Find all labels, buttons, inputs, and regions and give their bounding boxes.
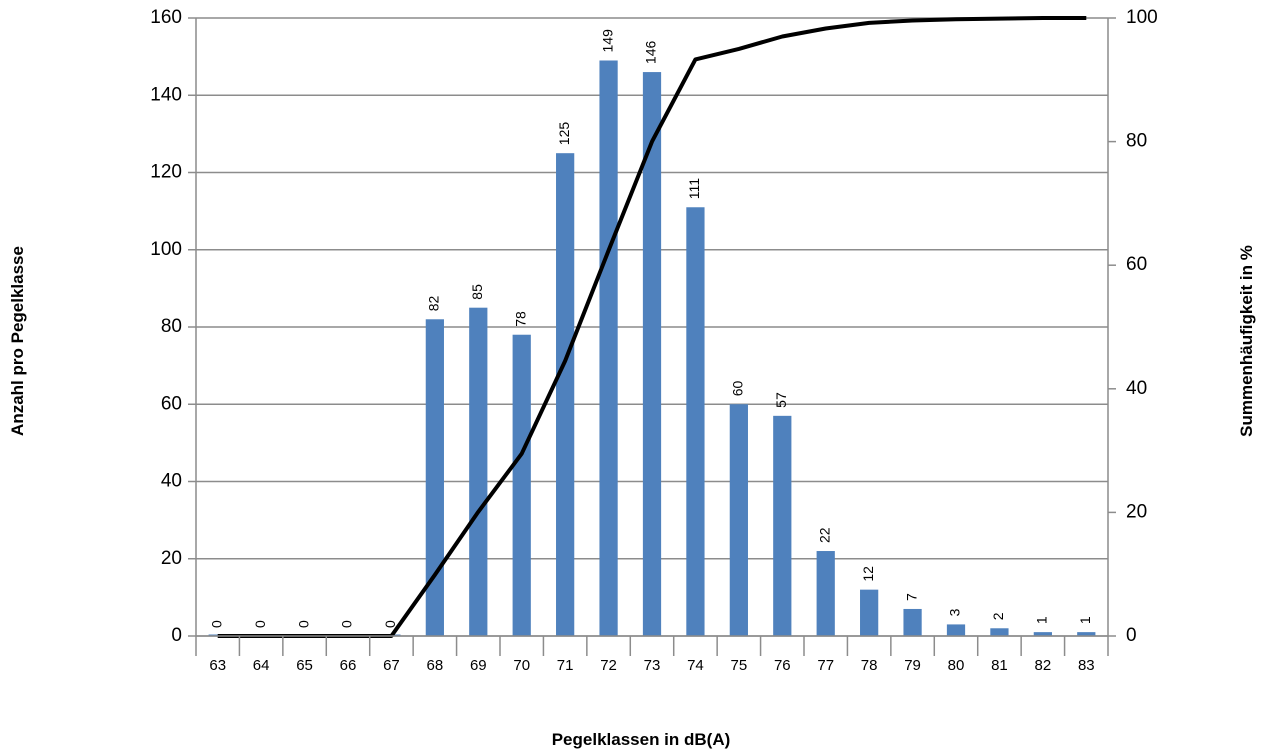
x-tick-label: 66 — [340, 657, 357, 674]
bar — [1033, 632, 1052, 636]
y-tick-label: 80 — [161, 316, 182, 337]
y-tick-label: 0 — [171, 625, 182, 646]
bar-data-label: 146 — [643, 41, 659, 65]
y-tick-label: 40 — [161, 471, 182, 492]
x-tick-label: 65 — [296, 657, 313, 674]
bar — [816, 551, 835, 636]
x-tick-label: 83 — [1078, 657, 1095, 674]
y-tick-label: 140 — [150, 84, 182, 105]
bar — [729, 404, 748, 636]
bar — [512, 334, 531, 636]
x-tick-label: 67 — [383, 657, 400, 674]
bar-data-label: 149 — [599, 29, 615, 53]
bar — [990, 628, 1009, 636]
bar-data-labels: 0 0 0 0 0 82 85 78 125 149 146 111 60 57 22 12 7 3 2 1 1 — [208, 29, 1093, 628]
bar — [599, 60, 618, 637]
x-tick-label: 82 — [1035, 657, 1052, 674]
y2-tick-label: 100 — [1126, 7, 1158, 28]
bar-data-label: 82 — [426, 295, 442, 311]
x-tick-label: 70 — [513, 657, 530, 674]
x-tick-label: 75 — [731, 657, 748, 674]
y-tick-label: 60 — [161, 393, 182, 414]
x-tick-label: 69 — [470, 657, 487, 674]
x-tick-label: 77 — [817, 657, 834, 674]
y-axis-title: Anzahl pro Pegelklasse — [8, 246, 27, 436]
bar-data-label: 60 — [730, 380, 746, 396]
x-tick-label: 81 — [991, 657, 1008, 674]
bar-data-label: 57 — [773, 392, 789, 408]
bar — [425, 319, 444, 636]
y2-tick-label: 20 — [1126, 501, 1147, 522]
y-tick-label: 160 — [150, 7, 182, 28]
right-axis-ticks: 0 20 40 60 80 100 — [1126, 7, 1158, 646]
bar — [469, 307, 488, 636]
bar-series — [208, 60, 1096, 637]
x-axis-title: Pegelklassen in dB(A) — [552, 730, 731, 749]
x-tick-label: 73 — [644, 657, 661, 674]
x-tick-label: 74 — [687, 657, 704, 674]
bar-data-label: 85 — [469, 284, 485, 300]
bar-data-label: 2 — [990, 612, 1006, 620]
bar-data-label: 0 — [252, 620, 268, 628]
x-tick-label: 64 — [253, 657, 270, 674]
x-tick-label: 76 — [774, 657, 791, 674]
y2-tick-label: 60 — [1126, 254, 1147, 275]
y2-axis-title: Summenhäufigkeit in % — [1237, 245, 1256, 437]
bar-data-label: 22 — [816, 527, 832, 543]
bar-data-label: 0 — [208, 620, 224, 628]
y2-tick-label: 0 — [1126, 625, 1137, 646]
bar — [1077, 632, 1096, 636]
bar — [773, 415, 792, 636]
axes — [188, 17, 1116, 656]
bar — [903, 608, 922, 636]
x-tick-label: 68 — [427, 657, 444, 674]
bar-data-label: 7 — [903, 593, 919, 601]
bar — [556, 153, 575, 636]
y2-tick-label: 80 — [1126, 131, 1147, 152]
bar-data-label: 0 — [382, 620, 398, 628]
x-tick-label: 80 — [948, 657, 965, 674]
y-tick-label: 100 — [150, 239, 182, 260]
x-tick-label: 78 — [861, 657, 878, 674]
bar-data-label: 111 — [686, 178, 702, 199]
x-axis-ticks: 63 64 65 66 67 68 69 70 71 72 73 74 75 76 77 78 79 80 81 82… — [209, 657, 1094, 674]
y-tick-label: 20 — [161, 548, 182, 569]
x-tick-label: 63 — [209, 657, 226, 674]
x-tick-label: 79 — [904, 657, 921, 674]
bar-data-label: 12 — [860, 566, 876, 582]
bar-data-label: 3 — [947, 608, 963, 616]
y2-tick-label: 40 — [1126, 378, 1147, 399]
bar — [860, 589, 879, 636]
bar — [946, 624, 966, 636]
bar-data-label: 0 — [339, 620, 355, 628]
bar-data-label: 0 — [295, 620, 311, 628]
x-tick-label: 71 — [557, 657, 574, 674]
bar — [686, 207, 705, 636]
y-tick-label: 120 — [150, 162, 182, 183]
x-tick-label: 72 — [600, 657, 617, 674]
bar-data-label: 125 — [556, 122, 572, 146]
bar-data-label: 78 — [512, 311, 528, 327]
bar-data-label: 1 — [1077, 616, 1093, 624]
left-axis-ticks: 0 20 40 60 80 100 120 140 160 — [150, 7, 182, 646]
bar — [642, 72, 662, 636]
bar-data-label: 1 — [1034, 616, 1050, 624]
